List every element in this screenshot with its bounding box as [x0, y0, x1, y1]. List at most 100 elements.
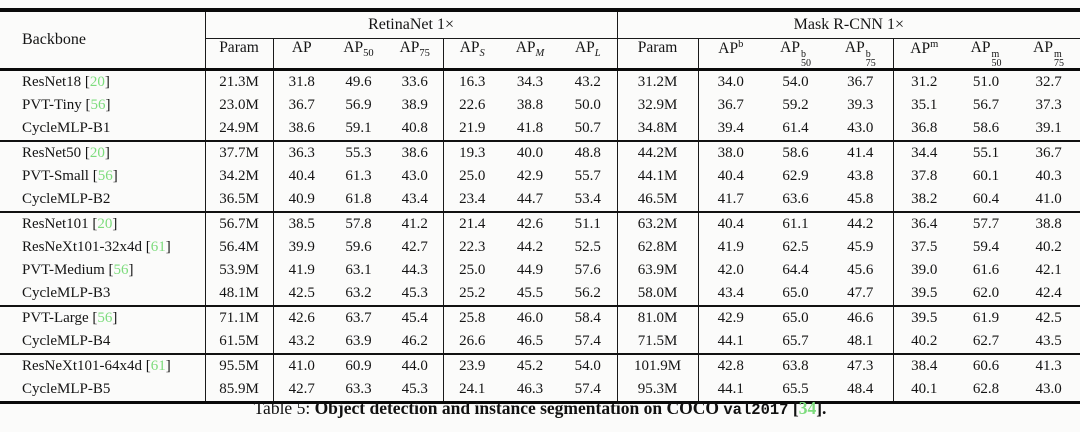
retinanet-value-cell: 25.0: [442, 259, 501, 282]
mask-value-cell: 58.6: [972, 120, 1000, 136]
mask-value-cell: 57.7: [955, 211, 1018, 236]
column-header-label: AP: [459, 39, 480, 56]
retinanet-value-cell: 57.4: [574, 333, 601, 349]
citation: [61]: [145, 239, 171, 255]
retinanet-value-cell: 45.2: [501, 353, 559, 378]
retinanet-value-cell: 51.1: [559, 211, 618, 236]
retinanet-value-cell: 57.6: [574, 262, 601, 278]
table-row: PVT-Medium [56] 53.9M 41.9 63.1 44.3 25.0 44.9…: [0, 259, 1080, 282]
column-header: AP b 50: [780, 39, 811, 69]
backbone-cell: CycleMLP-B2: [0, 188, 205, 212]
retinanet-value-cell: 44.7: [516, 191, 544, 207]
retinanet-value-cell: 43.0: [401, 168, 428, 184]
retinanet-value-cell: 57.4: [574, 381, 601, 397]
mask-value-cell: 41.0: [1035, 191, 1062, 207]
mask-value-cell: 38.8: [1017, 211, 1080, 236]
column-header: AP b 75: [844, 39, 876, 69]
retinanet-value-cell: 52.5: [574, 239, 601, 255]
mask-value-cell: 62.8: [972, 381, 1000, 397]
group-header-row: Backbone RetinaNet 1× Mask R-CNN 1×: [0, 10, 1080, 48]
mask-value-cell: 45.6: [847, 262, 874, 278]
retinanet-value-cell: 63.7: [330, 305, 387, 330]
citation: [56]: [108, 262, 134, 278]
mask-value-cell: 42.0: [697, 259, 764, 282]
mask-value-cell: 65.0: [763, 305, 829, 330]
mask-value-cell: 40.3: [1035, 168, 1062, 184]
caption-ref-close: ].: [816, 398, 827, 418]
table-row: CycleMLP-B5 85.9M 42.7 63.3 45.3 24.1 46.3 57.4…: [0, 378, 1080, 403]
retinanet-value-cell: 44.9: [516, 262, 544, 278]
retinanet-value-cell: 46.0: [501, 305, 559, 330]
retinanet-value-cell: 59.1: [345, 120, 372, 136]
mask-value-cell: 34.8M: [616, 117, 699, 141]
retinanet-value-cell: 43.2: [574, 74, 601, 90]
retinanet-value-cell: 71.1M: [204, 305, 273, 330]
column-header: APS: [442, 38, 501, 70]
mask-value-cell: 60.4: [972, 191, 1000, 207]
mask-value-cell: 36.7: [697, 94, 764, 117]
mask-value-cell: 44.1: [697, 330, 764, 354]
retinanet-value-cell: 25.8: [442, 305, 501, 330]
backbone-name: CycleMLP-B3: [22, 285, 111, 301]
citation-number: 20: [89, 145, 105, 161]
backbone-name: CycleMLP-B2: [22, 191, 111, 207]
column-header: Param: [204, 38, 273, 70]
retinanet-value-cell: 34.3: [516, 74, 544, 90]
mask-value-cell: 42.9: [697, 305, 764, 330]
backbone-cell: CycleMLP-B5: [0, 378, 205, 403]
mask-value-cell: 43.0: [1035, 381, 1062, 397]
retinanet-value-cell: 46.2: [401, 333, 428, 349]
table-row: ResNet18 [20] 21.3M 31.8 49.6 33.6 16.3 34.3 43…: [0, 69, 1080, 94]
retinanet-value-cell: 44.3: [401, 262, 428, 278]
retinanet-value-cell: 55.7: [574, 168, 601, 184]
mask-value-cell: 59.4: [972, 239, 1000, 255]
mask-value-cell: 61.9: [955, 305, 1018, 330]
mask-value-cell: 41.4: [828, 140, 894, 165]
retinanet-value-cell: 56.9: [345, 97, 372, 113]
column-header: Param: [616, 38, 699, 70]
column-header-label: AP: [780, 39, 800, 56]
retinanet-value-cell: 41.0: [272, 353, 330, 378]
mask-value-cell: 55.1: [955, 140, 1018, 165]
retinanet-value-cell: 56.4M: [204, 236, 273, 259]
retinanet-value-cell: 34.2M: [204, 165, 273, 188]
retinanet-value-cell: 48.8: [559, 140, 618, 165]
table-row: ResNeXt101-64x4d [61] 95.5M 41.0 60.9 44.0 23…: [0, 353, 1080, 378]
mask-value-cell: 47.7: [847, 285, 874, 301]
column-header-label: AP: [291, 39, 312, 56]
mask-value-cell: 64.4: [782, 262, 809, 278]
column-header-label: AP: [718, 40, 739, 57]
column-header: APM: [515, 39, 545, 59]
mask-value-cell: 60.6: [955, 353, 1018, 378]
mask-value-cell: 31.2M: [616, 69, 699, 94]
mask-value-cell: 42.4: [1035, 285, 1062, 301]
results-table: Backbone RetinaNet 1× Mask R-CNN 1× Para…: [0, 8, 1080, 404]
retinanet-value-cell: 40.0: [501, 140, 559, 165]
mask-value-cell: 101.9M: [616, 353, 699, 378]
table-row: CycleMLP-B1 24.9M 38.6 59.1 40.8 21.9 41.8 50.7…: [0, 117, 1080, 141]
backbone-name: ResNet50: [22, 145, 82, 161]
column-header-label: AP: [343, 39, 364, 56]
retinanet-value-cell: 44.2: [516, 239, 544, 255]
mask-value-cell: 36.7: [847, 74, 874, 90]
backbone-name: PVT-Tiny: [22, 97, 82, 113]
retinanet-value-cell: 53.4: [574, 191, 601, 207]
retinanet-value-cell: 56.2: [574, 285, 601, 301]
mask-value-cell: 56.7: [972, 97, 1000, 113]
mask-value-cell: 38.2: [892, 188, 956, 212]
mask-value-cell: 31.2: [892, 69, 956, 94]
retinanet-value-cell: 46.5: [516, 333, 544, 349]
mask-value-cell: 60.1: [972, 168, 1000, 184]
mask-value-cell: 59.2: [782, 97, 809, 113]
mask-value-cell: 43.4: [697, 282, 764, 306]
backbone-cell: ResNet50 [20]: [0, 140, 205, 165]
retinanet-value-cell: 45.5: [516, 285, 544, 301]
retinanet-value-cell: 42.6: [272, 305, 330, 330]
retinanet-value-cell: 61.8: [345, 191, 372, 207]
retinanet-value-cell: 54.0: [559, 353, 618, 378]
retinanet-value-cell: 49.6: [345, 74, 372, 90]
retinanet-value-cell: 45.3: [401, 285, 428, 301]
mask-value-cell: 48.1: [847, 333, 874, 349]
retinanet-group-header: RetinaNet 1×: [204, 10, 618, 39]
